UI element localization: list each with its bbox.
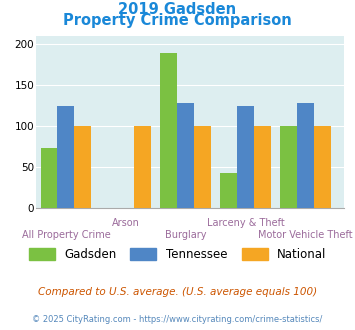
- Bar: [40, 148, 58, 208]
- Text: Motor Vehicle Theft: Motor Vehicle Theft: [258, 230, 353, 240]
- Text: Burglary: Burglary: [165, 230, 207, 240]
- Text: Compared to U.S. average. (U.S. average equals 100): Compared to U.S. average. (U.S. average …: [38, 287, 317, 297]
- Bar: [134, 126, 151, 208]
- Bar: [314, 126, 331, 208]
- Text: All Property Crime: All Property Crime: [22, 230, 110, 240]
- Text: Arson: Arson: [112, 218, 140, 228]
- Legend: Gadsden, Tennessee, National: Gadsden, Tennessee, National: [24, 243, 331, 265]
- Bar: [297, 103, 314, 208]
- Bar: [160, 53, 177, 208]
- Bar: [74, 126, 91, 208]
- Bar: [194, 126, 211, 208]
- Text: 2019 Gadsden: 2019 Gadsden: [119, 2, 236, 16]
- Text: Larceny & Theft: Larceny & Theft: [207, 218, 284, 228]
- Text: © 2025 CityRating.com - https://www.cityrating.com/crime-statistics/: © 2025 CityRating.com - https://www.city…: [32, 315, 323, 324]
- Text: Property Crime Comparison: Property Crime Comparison: [63, 13, 292, 28]
- Bar: [237, 106, 254, 208]
- Bar: [58, 106, 74, 208]
- Bar: [254, 126, 271, 208]
- Bar: [280, 126, 297, 208]
- Bar: [177, 103, 194, 208]
- Bar: [220, 173, 237, 208]
